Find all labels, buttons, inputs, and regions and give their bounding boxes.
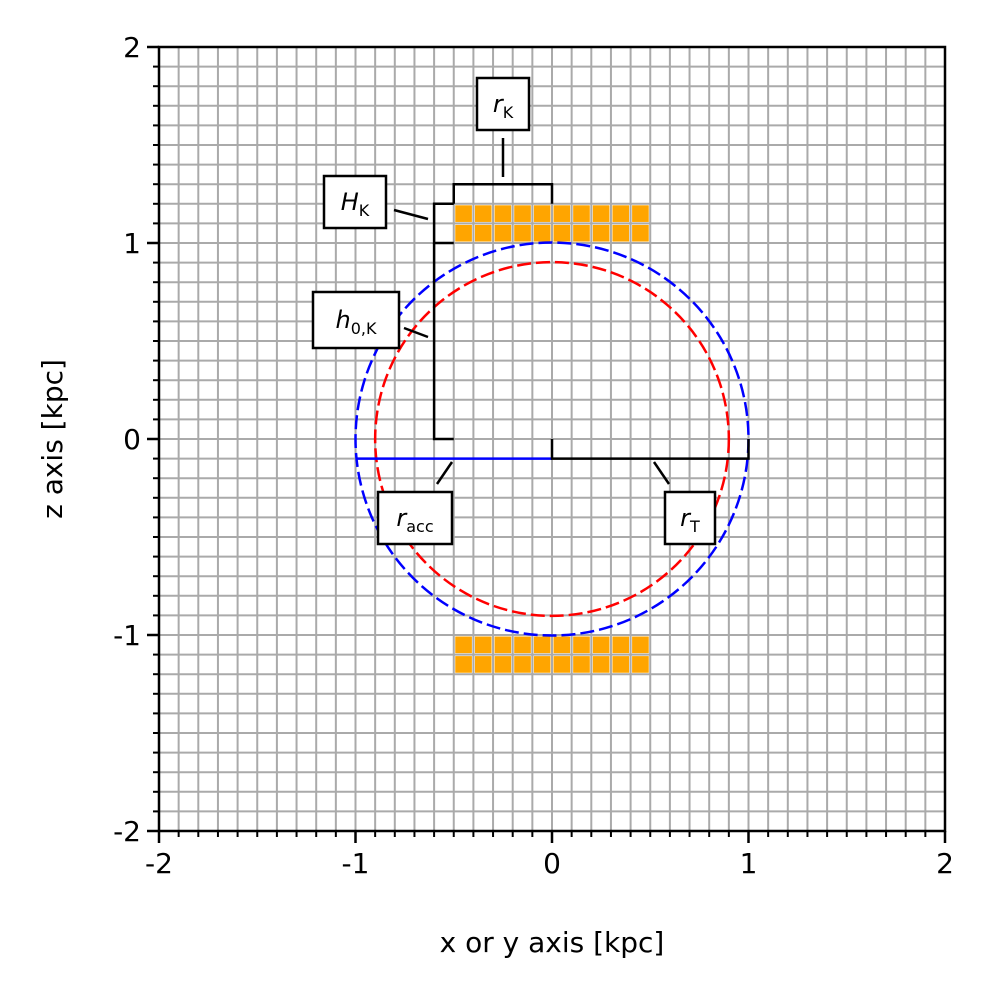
kernel-cell (474, 224, 492, 242)
kernel-cell (455, 224, 472, 242)
annotation-r-k: rK (475, 76, 531, 177)
y-tick-label: -2 (113, 815, 141, 848)
kernel-cell (455, 656, 472, 673)
kernel-cell (612, 656, 630, 673)
kernel-cell (533, 656, 551, 673)
kernel-cell (573, 636, 590, 654)
torus-radius-bracket (550, 439, 750, 460)
kernel-cell (533, 224, 551, 242)
annotation-h-k-leader (393, 208, 429, 221)
grid (159, 47, 945, 831)
tick-labels: -2 -1 0 1 2 -2 -1 0 1 2 (113, 31, 954, 880)
x-axis-label: x or y axis [kpc] (440, 926, 665, 959)
kernel-cell (474, 656, 492, 673)
kernel-cell (514, 205, 531, 222)
kernel-cell (632, 205, 649, 222)
annotation-r-t: rT (652, 461, 717, 546)
kernel-cell (632, 636, 649, 654)
kernel-cell (533, 636, 551, 654)
annotation-r-acc-leader (435, 461, 454, 485)
annotation-r-acc-label: racc (396, 504, 433, 536)
annotation-r-acc: racc (376, 461, 454, 546)
kernel-cell (533, 205, 551, 222)
kernel-cell (455, 636, 472, 654)
annotation-r-k-box (475, 76, 531, 132)
x-tick-label: -2 (145, 847, 173, 880)
kernel-cells (455, 205, 649, 673)
axis-ticks (147, 45, 947, 843)
annotation-r-k-label: rK (493, 90, 514, 122)
kernel-cell (494, 656, 512, 673)
kernel-cell (592, 205, 610, 222)
kernel-cell (553, 636, 571, 654)
kernel-cell (553, 224, 571, 242)
kernel-cell (592, 636, 610, 654)
measurement-lines (355, 182, 750, 460)
annotation-h0-k-label: h0,K (336, 306, 377, 338)
torus-radius-circle (373, 260, 731, 618)
kernel-cell (474, 205, 492, 222)
kernel-cell (553, 205, 571, 222)
kernel-cell (514, 656, 531, 673)
annotations: rK HK h0,K racc rT (311, 76, 717, 546)
kernel-cell (494, 224, 512, 242)
kernel-height-bracket (432, 202, 454, 245)
x-tick-label: -1 (342, 847, 370, 880)
kernel-radius-bracket (452, 182, 554, 204)
annotation-h0-k-leader (403, 326, 429, 339)
kernel-cell (494, 636, 512, 654)
kernel-cell (494, 205, 512, 222)
kernel-cell (573, 656, 590, 673)
annotation-h-k: HK (322, 174, 429, 230)
y-tick-label: 2 (123, 31, 141, 64)
x-tick-label: 1 (740, 847, 758, 880)
y-tick-label: 0 (123, 423, 141, 456)
annotation-h0-k: h0,K (311, 290, 429, 350)
kernel-cell (553, 656, 571, 673)
annotation-h0-k-box (311, 290, 401, 350)
annotation-r-acc-box (376, 490, 454, 546)
x-tick-label: 0 (543, 847, 561, 880)
annotation-r-t-label: rT (680, 504, 700, 536)
kernel-cell (474, 636, 492, 654)
kernel-cell (592, 656, 610, 673)
y-tick-label: 1 (123, 227, 141, 260)
annotation-r-t-box (663, 490, 717, 546)
annotation-h-k-label: HK (341, 188, 370, 220)
kernel-cell (632, 656, 649, 673)
kernel-cell (632, 224, 649, 242)
y-axis-label: z axis [kpc] (36, 359, 69, 519)
kernel-cell (514, 224, 531, 242)
kernel-cell (612, 205, 630, 222)
kernel-cell (573, 224, 590, 242)
kernel-cell (592, 224, 610, 242)
kernel-cell (573, 205, 590, 222)
x-tick-label: 2 (936, 847, 954, 880)
kernel-cell (612, 636, 630, 654)
y-tick-label: -1 (113, 619, 141, 652)
kernel-cell (514, 636, 531, 654)
kernel-offset-bracket (432, 243, 454, 441)
kernel-cell (455, 205, 472, 222)
kernel-cell (612, 224, 630, 242)
annotation-r-t-leader (652, 461, 671, 485)
annotation-h-k-box (322, 174, 388, 230)
